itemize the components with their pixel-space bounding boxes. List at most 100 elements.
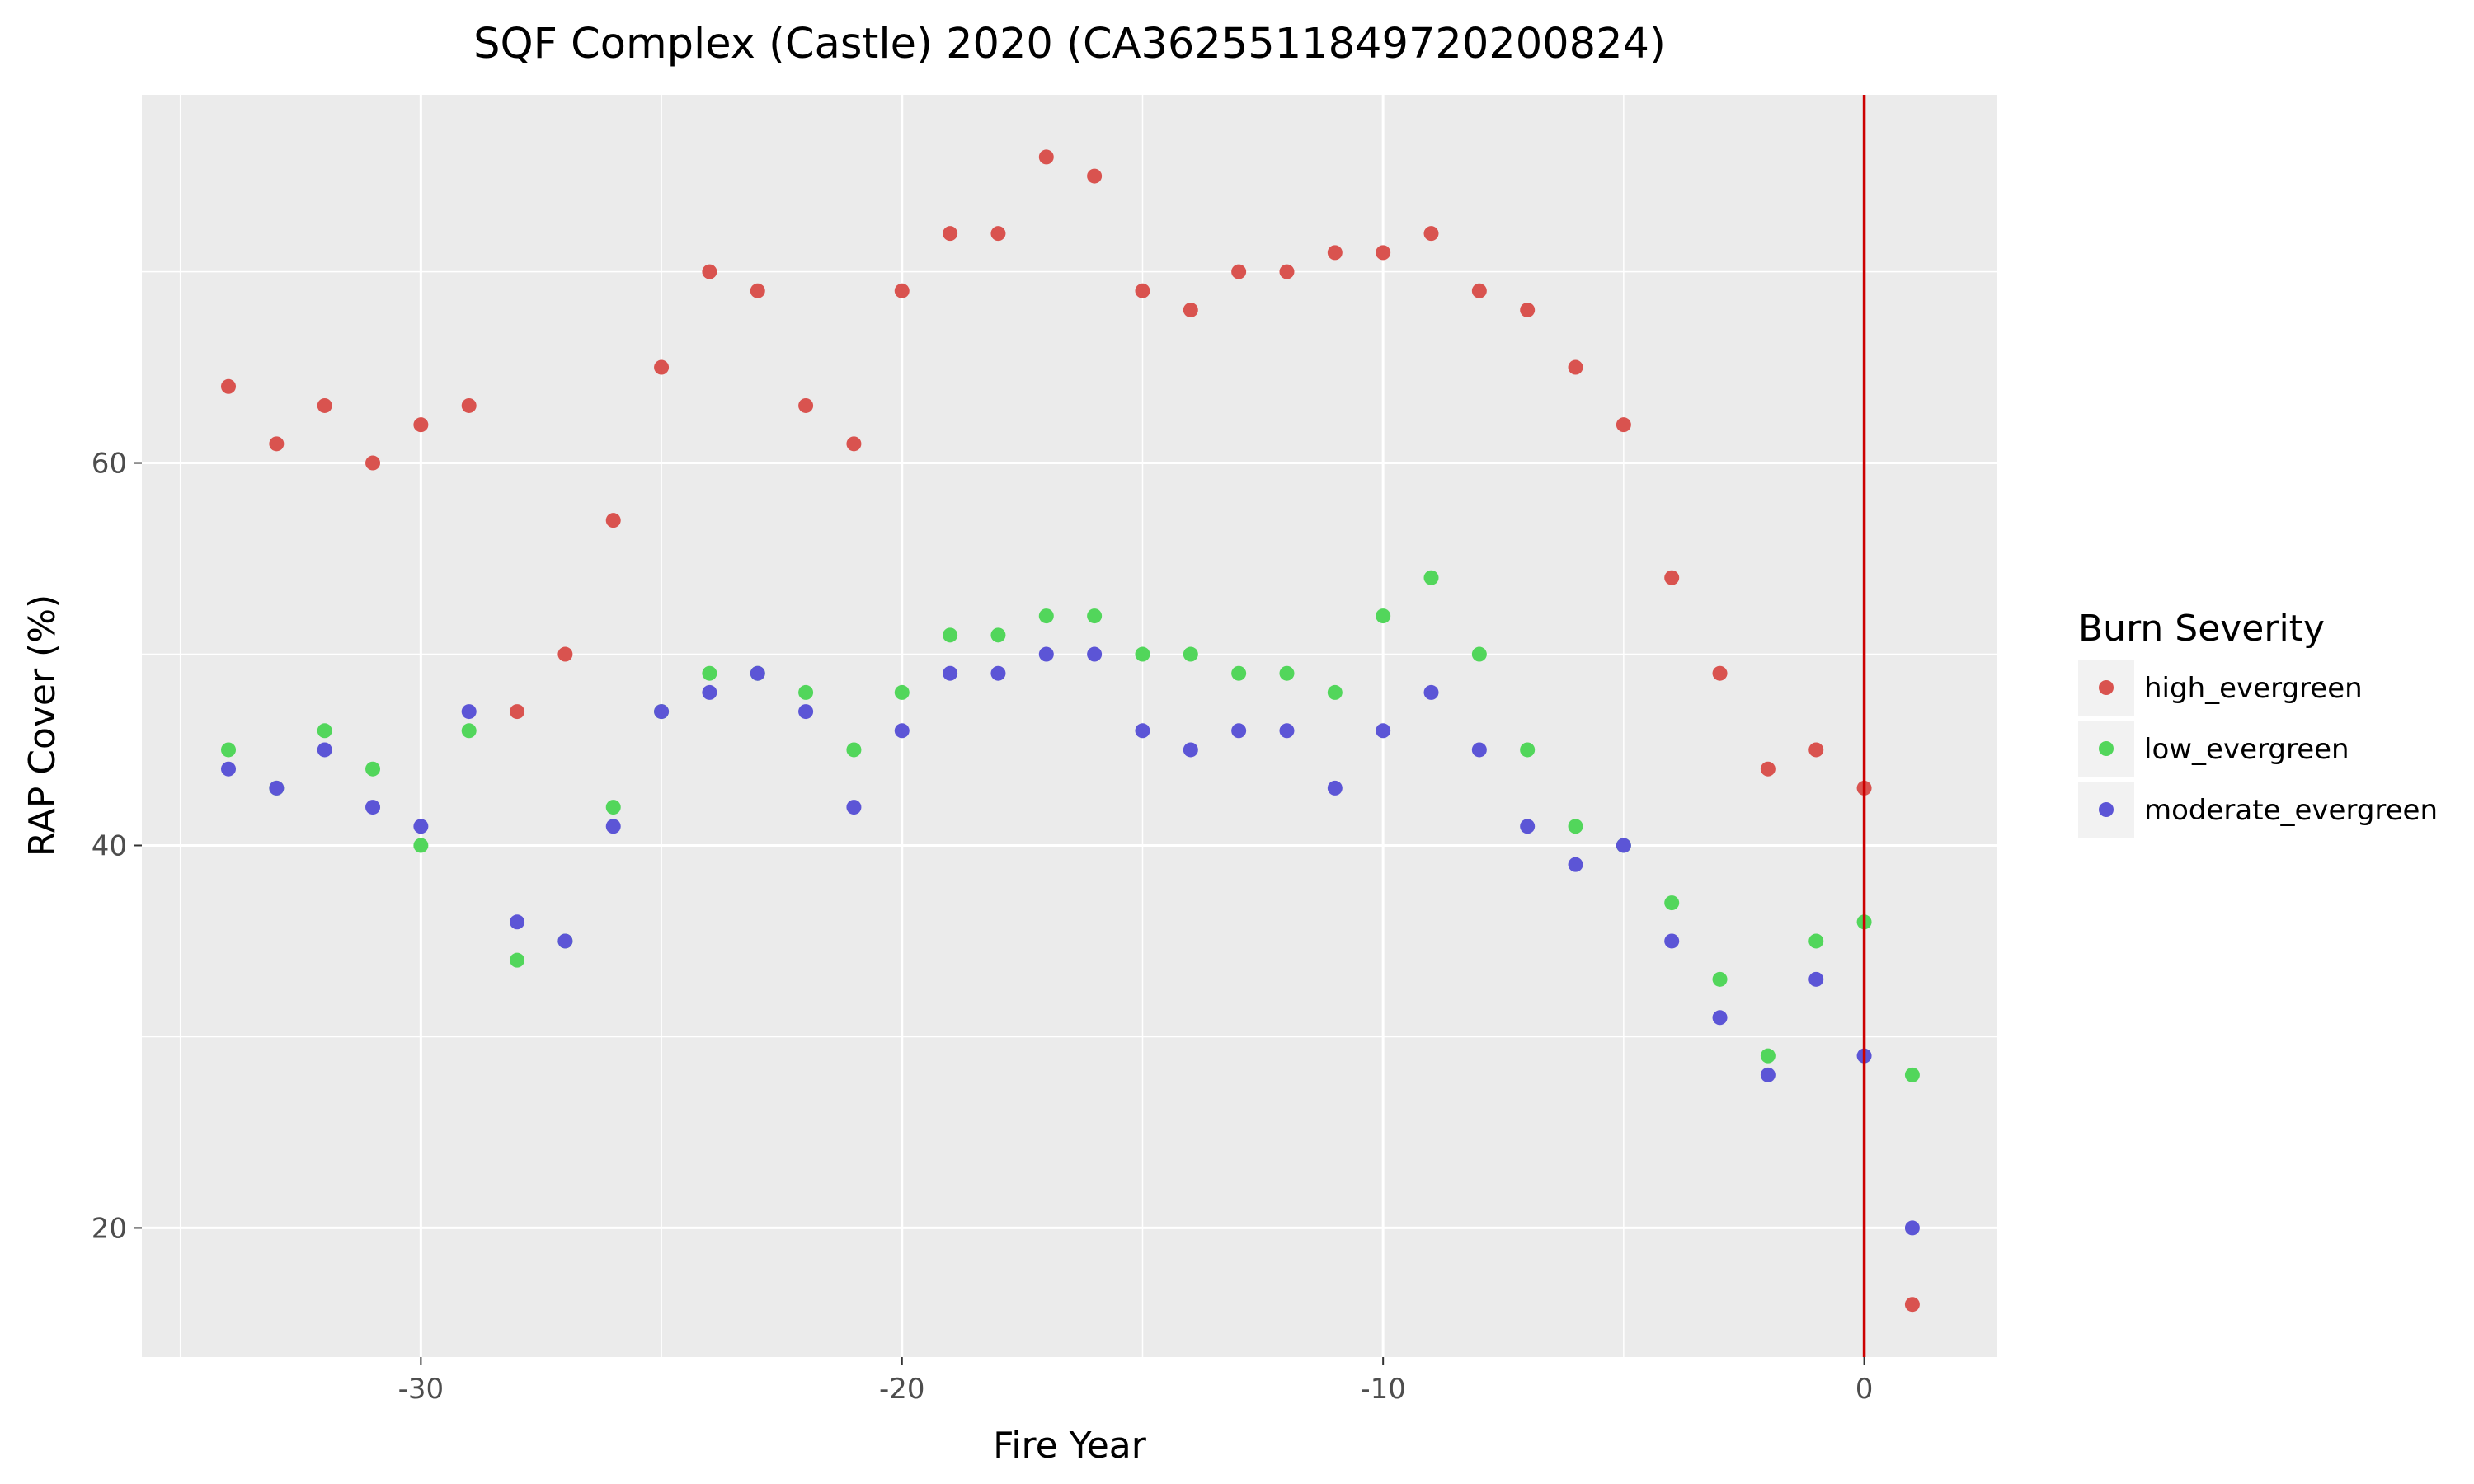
series-high-evergreen	[221, 149, 1920, 1313]
data-point	[1808, 933, 1824, 949]
x-axis-ticks: -30 -20 -10 0	[398, 1357, 1873, 1406]
data-point	[943, 627, 958, 643]
chart-title: SQF Complex (Castle) 2020 (CA36255118497…	[473, 20, 1666, 68]
data-point	[798, 684, 814, 700]
data-point	[510, 704, 525, 720]
data-point	[461, 704, 477, 720]
legend-entry-low-evergreen: low_evergreen	[2078, 721, 2349, 777]
data-point	[846, 742, 862, 758]
data-point	[1183, 302, 1198, 317]
data-point	[1376, 723, 1391, 739]
data-point	[269, 780, 285, 796]
data-point	[1038, 608, 1054, 624]
y-axis-label: RAP Cover (%)	[21, 594, 63, 857]
data-point	[605, 819, 621, 834]
data-point	[1279, 264, 1295, 279]
data-point	[461, 723, 477, 739]
data-point	[510, 952, 525, 968]
data-point	[1376, 608, 1391, 624]
data-point	[1471, 742, 1487, 758]
y-tick-label: 40	[92, 829, 127, 862]
y-tick-label: 20	[92, 1212, 127, 1245]
data-point	[317, 397, 332, 413]
legend: Burn Severity high_evergreen low_evergree…	[2078, 608, 2438, 838]
data-point	[798, 704, 814, 720]
data-point	[702, 665, 717, 681]
data-point	[365, 800, 381, 815]
data-point	[1327, 684, 1343, 700]
data-point	[1568, 359, 1583, 375]
points-layer	[221, 149, 1920, 1313]
data-point	[702, 684, 717, 700]
data-point	[510, 914, 525, 930]
data-point	[413, 819, 429, 834]
data-point	[1423, 226, 1439, 242]
data-point	[1183, 742, 1198, 758]
data-point	[894, 283, 910, 298]
data-point	[1520, 742, 1536, 758]
y-axis-ticks: 20 40 60	[92, 448, 142, 1245]
data-point	[1471, 646, 1487, 662]
data-point	[605, 800, 621, 815]
data-point	[365, 455, 381, 471]
x-tick-label: -10	[1360, 1373, 1406, 1406]
data-point	[1376, 245, 1391, 261]
data-point	[221, 742, 237, 758]
data-point	[943, 665, 958, 681]
data-point	[413, 838, 429, 853]
data-point	[1664, 895, 1680, 911]
data-point	[1087, 646, 1103, 662]
x-axis-label: Fire Year	[993, 1425, 1147, 1467]
legend-entry-moderate-evergreen: moderate_evergreen	[2078, 782, 2438, 838]
legend-entry-high-evergreen: high_evergreen	[2078, 660, 2363, 716]
legend-marker	[2099, 802, 2114, 817]
legend-label: high_evergreen	[2144, 672, 2363, 705]
data-point	[654, 704, 670, 720]
x-tick-label: -20	[879, 1373, 925, 1406]
data-point	[1135, 646, 1150, 662]
data-point	[1327, 780, 1343, 796]
series-low-evergreen	[221, 570, 1920, 1082]
data-point	[654, 359, 670, 375]
data-point	[317, 723, 332, 739]
data-point	[1087, 608, 1103, 624]
data-point	[1664, 933, 1680, 949]
data-point	[317, 742, 332, 758]
legend-title: Burn Severity	[2078, 608, 2325, 650]
data-point	[1616, 838, 1631, 853]
data-point	[1904, 1220, 1920, 1236]
data-point	[1135, 283, 1150, 298]
data-point	[1520, 819, 1536, 834]
data-point	[1038, 149, 1054, 165]
data-point	[557, 933, 573, 949]
legend-label: low_evergreen	[2144, 733, 2349, 766]
data-point	[1760, 1048, 1776, 1064]
data-point	[365, 761, 381, 777]
legend-entries: high_evergreen low_evergreen moderate_ever…	[2078, 660, 2438, 838]
data-point	[413, 417, 429, 433]
data-point	[750, 283, 765, 298]
data-point	[557, 646, 573, 662]
data-point	[1760, 761, 1776, 777]
data-point	[1904, 1297, 1920, 1313]
data-point	[1616, 417, 1631, 433]
data-point	[1423, 684, 1439, 700]
data-point	[702, 264, 717, 279]
data-point	[1520, 302, 1536, 317]
data-point	[1712, 971, 1728, 987]
x-tick-label: -30	[398, 1373, 444, 1406]
data-point	[605, 513, 621, 528]
data-point	[943, 226, 958, 242]
data-point	[1087, 168, 1103, 184]
data-point	[461, 397, 477, 413]
data-point	[846, 800, 862, 815]
data-point	[1327, 245, 1343, 261]
data-point	[1808, 742, 1824, 758]
data-point	[1568, 819, 1583, 834]
legend-marker	[2099, 741, 2114, 756]
data-point	[1568, 857, 1583, 872]
data-point	[798, 397, 814, 413]
data-point	[846, 436, 862, 452]
